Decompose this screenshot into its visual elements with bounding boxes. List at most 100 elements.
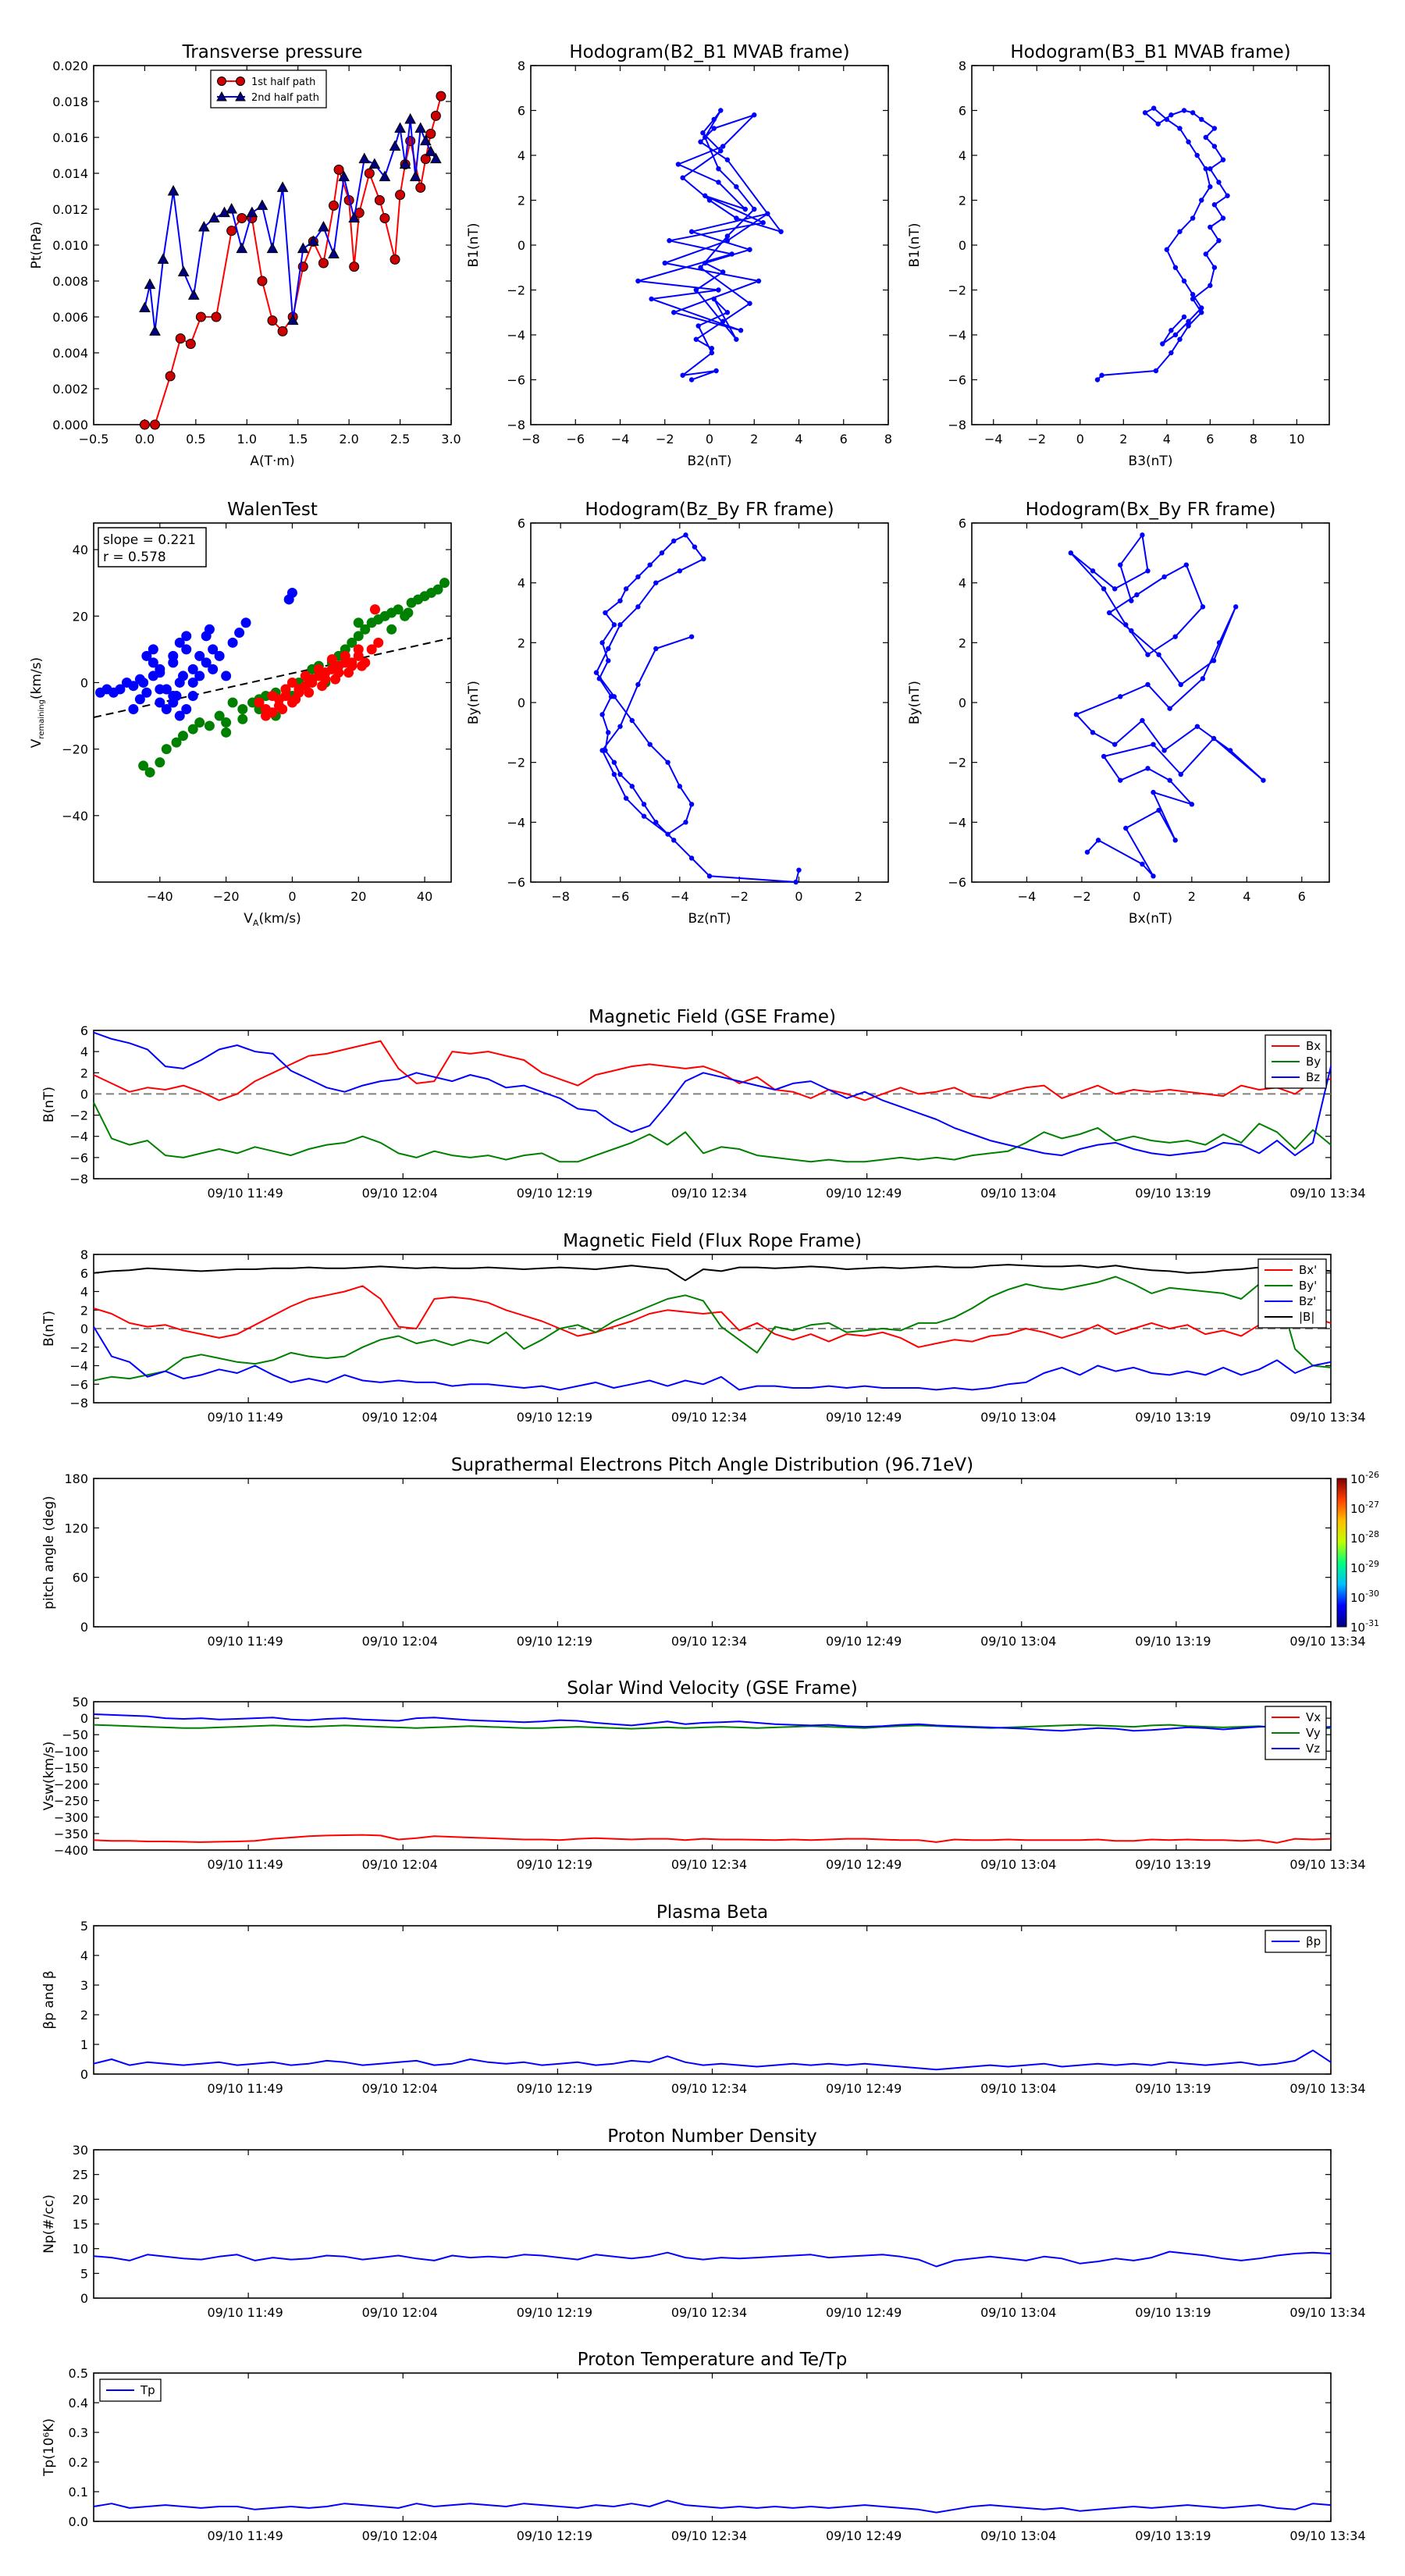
x-tick-label: 09/10 13:34 bbox=[1289, 2305, 1365, 2320]
data-point bbox=[347, 637, 357, 648]
data-point bbox=[1090, 730, 1096, 735]
data-point bbox=[665, 831, 670, 837]
legend-label: Bx bbox=[1306, 1039, 1321, 1053]
data-point bbox=[716, 166, 721, 172]
data-point bbox=[403, 607, 414, 618]
y-tick-label: 0.010 bbox=[52, 238, 88, 253]
data-point bbox=[326, 654, 337, 665]
data-point bbox=[420, 154, 431, 165]
data-point bbox=[1099, 372, 1104, 378]
data-point bbox=[415, 182, 426, 193]
y-tick-label: −6 bbox=[69, 1377, 88, 1392]
x-tick-label: 09/10 12:49 bbox=[826, 1410, 902, 1425]
data-point bbox=[236, 242, 248, 254]
data-point bbox=[1156, 652, 1161, 657]
y-tick-label: 120 bbox=[64, 1521, 88, 1535]
data-point bbox=[1203, 251, 1208, 257]
data-point bbox=[1261, 777, 1266, 783]
data-point bbox=[734, 215, 739, 221]
data-point bbox=[688, 229, 695, 234]
x-tick-label: 6 bbox=[1206, 432, 1214, 447]
data-point bbox=[599, 748, 605, 753]
y-tick-label: −2 bbox=[948, 756, 966, 770]
x-tick-label: 09/10 11:49 bbox=[207, 1857, 283, 1872]
y-tick-label: 0.012 bbox=[52, 202, 88, 217]
data-point bbox=[175, 333, 186, 344]
y-tick-label: 0.014 bbox=[52, 166, 88, 181]
data-point bbox=[1168, 350, 1174, 356]
data-point bbox=[1118, 694, 1123, 699]
x-tick-label: 6 bbox=[1298, 889, 1306, 904]
data-point bbox=[1118, 562, 1123, 568]
data-point bbox=[606, 646, 611, 652]
y-tick-label: −40 bbox=[62, 809, 88, 824]
x-tick-label: 09/10 12:49 bbox=[826, 1186, 902, 1201]
data-point bbox=[1220, 215, 1226, 221]
x-tick-label: 0 bbox=[795, 889, 802, 904]
chart-title: WalenTest bbox=[227, 500, 318, 520]
data-point bbox=[1186, 318, 1191, 324]
y-tick-label: 20 bbox=[73, 609, 88, 624]
data-point bbox=[436, 91, 446, 101]
x-tick-label: −2 bbox=[1072, 889, 1091, 904]
chart-title: Hodogram(Bx_By FR frame) bbox=[1026, 500, 1276, 520]
legend-label: Vz bbox=[1306, 1742, 1320, 1756]
data-point bbox=[1106, 610, 1112, 616]
y-tick-label: 6 bbox=[959, 516, 966, 531]
data-point bbox=[261, 710, 272, 721]
x-tick-label: 09/10 13:34 bbox=[1289, 2528, 1365, 2543]
data-point bbox=[208, 664, 219, 674]
data-point bbox=[368, 158, 381, 169]
y-tick-label: 6 bbox=[80, 1023, 88, 1038]
data-point bbox=[343, 667, 354, 678]
x-tick-label: 8 bbox=[1250, 432, 1257, 447]
x-tick-label: 09/10 12:19 bbox=[517, 1186, 592, 1201]
chart-title: Solar Wind Velocity (GSE Frame) bbox=[567, 1678, 857, 1699]
data-point bbox=[369, 604, 380, 615]
data-point bbox=[1167, 706, 1172, 711]
legend-label: By' bbox=[1299, 1279, 1317, 1293]
x-tick-label: 09/10 13:19 bbox=[1135, 2081, 1211, 2096]
data-point bbox=[692, 544, 698, 550]
x-tick-label: 09/10 12:04 bbox=[362, 1186, 438, 1201]
data-point bbox=[379, 170, 391, 182]
x-tick-label: 09/10 13:04 bbox=[980, 2305, 1056, 2320]
data-point bbox=[693, 287, 699, 293]
data-point bbox=[290, 694, 301, 705]
x-tick-label: 09/10 12:04 bbox=[362, 2081, 438, 2096]
data-point bbox=[148, 657, 158, 668]
data-point bbox=[187, 289, 200, 300]
x-tick-label: 09/10 12:19 bbox=[517, 2305, 592, 2320]
y-axis-label: By(nT) bbox=[907, 681, 923, 724]
x-tick-label: 09/10 12:19 bbox=[517, 1410, 592, 1425]
y-tick-label: 2 bbox=[80, 2008, 88, 2023]
data-point bbox=[171, 737, 182, 748]
data-point bbox=[606, 730, 611, 735]
data-point bbox=[747, 301, 752, 306]
data-point bbox=[185, 339, 196, 349]
data-point bbox=[1151, 789, 1156, 795]
y-tick-label: 0.0 bbox=[69, 2514, 88, 2529]
y-tick-label: 0 bbox=[80, 1620, 88, 1635]
colorbar bbox=[1336, 1478, 1347, 1628]
data-point bbox=[348, 212, 361, 222]
y-tick-label: −8 bbox=[948, 418, 966, 432]
x-tick-label: 09/10 12:34 bbox=[671, 2305, 747, 2320]
data-point bbox=[677, 568, 683, 574]
legend-label: Tp bbox=[140, 2383, 155, 2397]
data-point bbox=[688, 802, 695, 807]
y-tick-label: 4 bbox=[518, 148, 525, 163]
data-point bbox=[706, 197, 713, 203]
y-axis-label: B(nT) bbox=[41, 1311, 57, 1347]
chart-pad: Suprathermal Electrons Pitch Angle Distr… bbox=[41, 1455, 1379, 1649]
y-tick-label: −6 bbox=[948, 373, 966, 388]
y-tick-label: −2 bbox=[69, 1340, 88, 1355]
y-tick-label: 10 bbox=[73, 2242, 88, 2257]
x-tick-label: 0.0 bbox=[135, 432, 155, 447]
data-point bbox=[360, 624, 371, 635]
data-point bbox=[195, 311, 206, 322]
data-point bbox=[150, 419, 161, 430]
x-tick-label: −2 bbox=[730, 889, 749, 904]
x-tick-label: 09/10 11:49 bbox=[207, 2081, 283, 2096]
